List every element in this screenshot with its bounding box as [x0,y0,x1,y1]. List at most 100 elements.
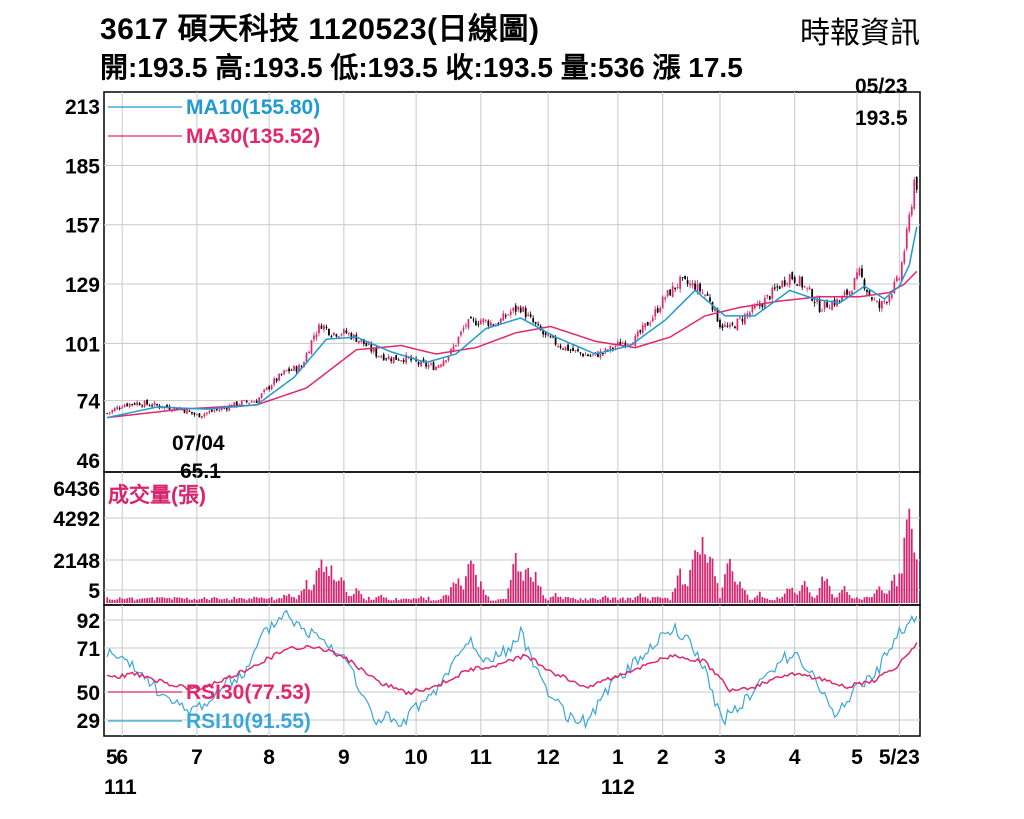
candle-body [385,358,388,360]
volume-bar [614,597,617,603]
volume-bar [813,597,816,603]
volume-bar [338,580,340,603]
volume-bar [679,568,682,603]
candle-body [821,310,823,312]
candle-body [522,306,525,312]
candle-body [619,341,622,346]
volume-bar [484,594,487,603]
volume-bar [791,587,794,603]
volume-bar [669,600,672,603]
candle-body [562,348,564,350]
price-y-tick-label: 46 [77,450,100,473]
candle-body [881,301,883,309]
candle-body [487,320,490,326]
candle-body [489,322,492,326]
candle-body [514,305,517,312]
volume-bar [589,598,592,603]
candle-body [108,412,111,414]
volume-bar [866,596,868,603]
volume-bar [537,585,540,603]
volume-bar [559,596,562,603]
candle-body [445,360,447,362]
candle-body [714,306,716,312]
candle-body [509,311,512,315]
data-source: 時報資訊 [800,17,920,50]
volume-bar [370,599,373,603]
x-month-label: 10 [404,746,427,769]
rsi-panel-frame [103,604,921,737]
candle-body [477,323,480,325]
candle-body [156,404,158,406]
volume-bar [108,599,111,603]
volume-bar [362,598,365,603]
volume-bar [138,598,141,603]
candle-body [318,324,320,334]
volume-bar [597,600,599,603]
volume-bar [323,571,325,603]
volume-bar [475,574,477,603]
candle-body [609,345,612,351]
candle-body [905,228,908,249]
volume-bar [582,600,584,603]
candlesticks [106,176,918,420]
volume-bar [564,596,567,603]
volume-bar [243,598,246,603]
volume-bar [470,560,472,603]
x-month-label: 6 [116,746,128,769]
candle-body [382,354,385,361]
volume-bar [168,597,171,603]
volume-y-tick-label: 5 [88,580,100,603]
candle-body [587,354,589,357]
volume-bar [295,599,298,603]
volume-bar [748,599,751,603]
volume-bar [173,597,176,603]
volume-bar [178,597,181,603]
volume-bar [186,597,188,603]
candle-body [395,355,398,360]
volume-bar [492,600,495,603]
volume-bar [293,597,295,603]
x-year-label: 111 [104,776,137,799]
volume-bar [512,564,515,603]
volume-bar [350,596,353,603]
volume-bar [206,599,208,603]
candle-body [674,287,677,290]
volume-bar [148,597,151,603]
candle-body [898,278,901,280]
volume-bar [196,599,198,603]
candle-body [440,364,442,367]
candle-body [215,409,218,411]
candle-body [375,347,378,357]
candle-body [666,290,669,297]
candle-body [425,361,427,367]
volume-bar [893,574,896,603]
volume-bar [696,551,699,603]
volume-bar [783,593,786,603]
candle-body [131,403,134,405]
volume-bar [756,595,759,603]
volume-bar [382,597,385,603]
candle-body [465,325,467,327]
candle-body [719,319,721,328]
candle-body [908,214,911,231]
candle-body [392,357,395,364]
candle-body [888,296,891,303]
volume-bar [402,598,405,603]
volume-bar [330,565,333,603]
candle-body [420,361,422,367]
candle-body [624,342,627,347]
candle-body [293,365,295,371]
price-y-tick-label: 213 [65,96,100,119]
candle-body [574,350,577,352]
volume-legend-label: 成交量(張) [108,483,206,507]
candle-body [731,323,734,325]
volume-bar [442,595,445,603]
candle-body [265,387,268,390]
volume-bar [871,597,873,603]
candle-body [285,370,288,372]
volume-bar [569,598,572,603]
volume-bar [724,574,726,603]
volume-bar [176,597,178,603]
chart-title: 3617 碩天科技 1120523(日線圖) [100,13,540,46]
